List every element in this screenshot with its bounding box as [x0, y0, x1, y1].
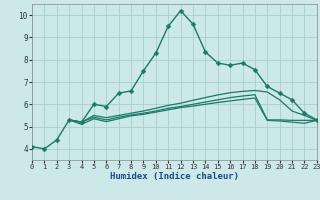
X-axis label: Humidex (Indice chaleur): Humidex (Indice chaleur) — [110, 172, 239, 181]
